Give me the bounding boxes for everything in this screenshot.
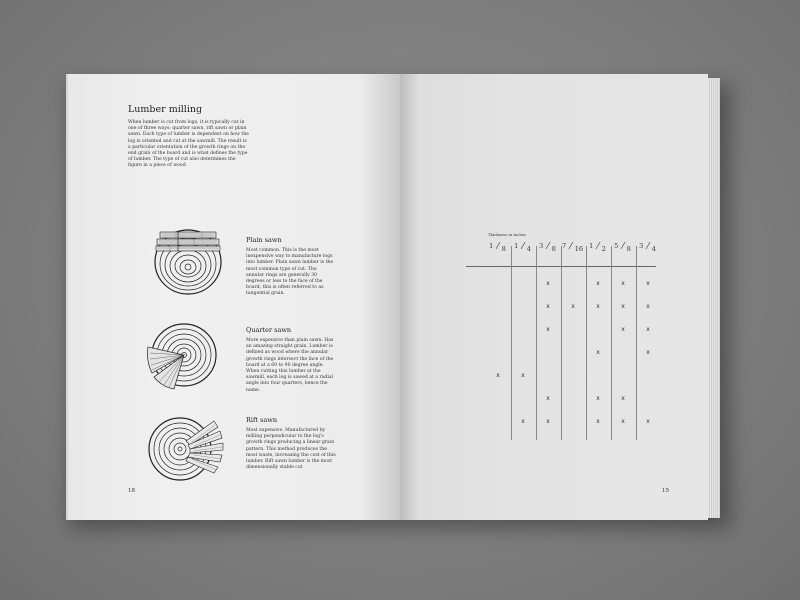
table-cell-mark: x [596, 349, 600, 356]
fraction-slash: ⁄ [547, 242, 549, 252]
column-divider [536, 246, 537, 440]
fraction-denominator: 4 [526, 245, 531, 253]
column-header: 1 ⁄ 4 [511, 242, 535, 253]
fraction-numerator: 3 [639, 242, 644, 250]
fraction-denominator: 16 [574, 245, 583, 253]
section-heading: Plain sawn [246, 236, 282, 244]
column-header: 5 ⁄ 8 [611, 242, 635, 253]
quarter-sawn-log-illustration [147, 323, 217, 390]
fraction-slash: ⁄ [570, 242, 572, 252]
column-divider [611, 246, 612, 440]
table-cell-mark: x [646, 418, 650, 425]
fraction-slash: ⁄ [622, 242, 624, 252]
right-page-edge [706, 78, 720, 518]
table-cell-mark: x [646, 326, 650, 333]
fraction-denominator: 4 [651, 245, 656, 253]
table-cell-mark: x [621, 395, 625, 402]
section-plain-sawn: Plain sawn Most common. This is the most… [246, 236, 336, 298]
table-cell-mark: x [646, 349, 650, 356]
fraction-denominator: 8 [501, 245, 506, 253]
fraction-slash: ⁄ [597, 242, 599, 252]
table-cell-mark: x [621, 418, 625, 425]
column-divider [586, 246, 587, 440]
table-cell-mark: x [521, 372, 525, 379]
fraction-numerator: 3 [539, 242, 544, 250]
thickness-table: 1 ⁄ 8 1 ⁄ 4 3 ⁄ 8 7 ⁄ 16 1 ⁄ 2 5 ⁄ 8 3 ⁄ 4 x x x x x x x x x x x x x x x x x x… [466, 240, 656, 440]
fraction-denominator: 2 [601, 245, 606, 253]
column-header: 3 ⁄ 4 [636, 242, 660, 253]
right-page: Thickness in Inches 1 ⁄ 8 1 ⁄ 4 3 ⁄ 8 7 ⁄ 16 1 ⁄ 2 5 ⁄ 8 3… [400, 74, 708, 520]
section-heading: Quarter sawn [246, 326, 292, 334]
page-number: 15 [662, 488, 669, 494]
table-cell-mark: x [546, 418, 550, 425]
fraction-slash: ⁄ [647, 242, 649, 252]
table-cell-mark: x [521, 418, 525, 425]
fraction-numerator: 1 [514, 242, 519, 250]
intro-paragraph: When lumber is cut from logs, it is typi… [128, 120, 249, 169]
rift-sawn-log-illustration [148, 417, 224, 481]
column-header: 1 ⁄ 8 [486, 242, 510, 253]
page-title: Lumber milling [128, 104, 203, 115]
table-cell-mark: x [546, 303, 550, 310]
column-header: 7 ⁄ 16 [561, 242, 585, 253]
left-page: Lumber milling When lumber is cut from l… [68, 74, 400, 520]
table-cell-mark: x [596, 418, 600, 425]
page-number: 18 [128, 488, 135, 494]
column-header: 3 ⁄ 8 [536, 242, 560, 253]
section-body: Most common. This is the most inexpensiv… [246, 248, 334, 297]
section-body: Most expensive. Manufactured by milling … [246, 428, 336, 471]
fraction-numerator: 1 [489, 242, 494, 250]
table-cell-mark: x [646, 280, 650, 287]
table-cell-mark: x [596, 303, 600, 310]
fraction-slash: ⁄ [522, 242, 524, 252]
section-heading: Rift sawn [246, 416, 278, 424]
table-cell-mark: x [571, 303, 575, 310]
table-cell-mark: x [546, 280, 550, 287]
table-cell-mark: x [621, 280, 625, 287]
fraction-numerator: 1 [589, 242, 594, 250]
table-cell-mark: x [496, 372, 500, 379]
table-cell-mark: x [596, 280, 600, 287]
column-divider [511, 246, 512, 440]
fraction-denominator: 8 [626, 245, 631, 253]
table-cell-mark: x [621, 303, 625, 310]
section-quarter-sawn: Quarter sawn More expensive than plain s… [246, 326, 336, 394]
table-caption: Thickness in Inches [488, 232, 526, 237]
column-divider [561, 246, 562, 440]
section-body: More expensive than plain sawn. Has an a… [246, 338, 334, 393]
fraction-slash: ⁄ [497, 242, 499, 252]
plain-sawn-log-illustration [154, 229, 222, 295]
table-cell-mark: x [646, 303, 650, 310]
fraction-numerator: 7 [562, 242, 567, 250]
table-cell-mark: x [546, 395, 550, 402]
fraction-numerator: 5 [614, 242, 619, 250]
column-divider [636, 246, 637, 440]
column-header: 1 ⁄ 2 [586, 242, 610, 253]
fraction-denominator: 8 [551, 245, 556, 253]
table-cell-mark: x [546, 326, 550, 333]
table-cell-mark: x [596, 395, 600, 402]
section-rift-sawn: Rift sawn Most expensive. Manufactured b… [246, 416, 336, 471]
table-cell-mark: x [621, 326, 625, 333]
